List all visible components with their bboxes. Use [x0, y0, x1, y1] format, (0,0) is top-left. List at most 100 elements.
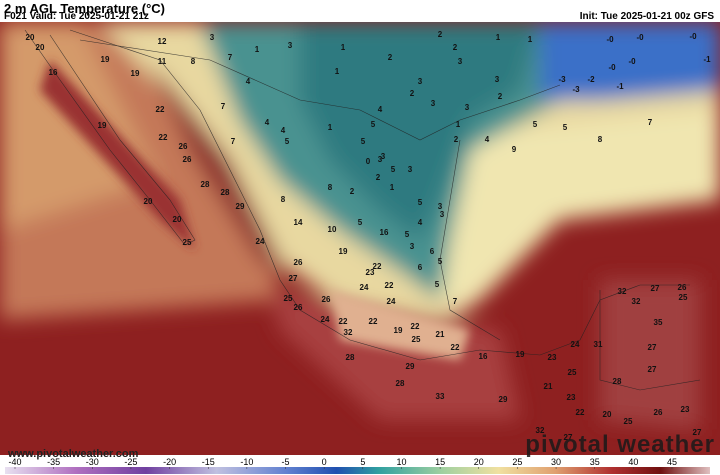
colorbar-tick-label: 30: [551, 457, 561, 467]
temperature-label: 5: [391, 165, 396, 174]
map-field: [0, 22, 720, 455]
temperature-label: 27: [648, 343, 657, 352]
temperature-label: 7: [453, 297, 458, 306]
temperature-label: 2: [453, 43, 458, 52]
temperature-label: 23: [681, 405, 690, 414]
temperature-label: -2: [587, 75, 595, 84]
temperature-label: 22: [369, 317, 378, 326]
temperature-label: 5: [405, 230, 410, 239]
colorbar-tick-label: 40: [628, 457, 638, 467]
temperature-label: 26: [179, 142, 188, 151]
colorbar-ticks: -40 -35 -30 -25 -20 -15 -10 -5 0 5 10 15 20 25 30 35 40 4…: [8, 457, 677, 469]
temperature-label: 5: [418, 198, 423, 207]
temperature-label: 27: [564, 433, 573, 442]
temperature-label: 1: [341, 43, 346, 52]
temperature-label: 23: [567, 393, 576, 402]
temperature-label: 26: [183, 155, 192, 164]
temperature-label: 3: [288, 41, 293, 50]
temperature-label: -0: [608, 63, 616, 72]
temperature-label: 19: [101, 55, 110, 64]
temperature-label: -0: [606, 35, 614, 44]
temperature-label: 2: [454, 135, 459, 144]
temperature-label: 28: [201, 180, 210, 189]
colorbar-tick-label: 0: [322, 457, 327, 467]
temperature-label: 2: [350, 187, 355, 196]
temperature-label: 23: [366, 268, 375, 277]
temperature-label: 25: [624, 417, 633, 426]
temperature-label: 24: [321, 315, 330, 324]
temperature-label: 7: [228, 53, 233, 62]
temperature-label: 5: [438, 257, 443, 266]
temperature-label: 5: [285, 137, 290, 146]
temperature-label: 1: [528, 35, 533, 44]
temperature-label: 33: [436, 392, 445, 401]
temperature-label: 20: [26, 33, 35, 42]
temperature-label: 32: [344, 328, 353, 337]
temperature-label: 22: [339, 317, 348, 326]
temperature-label: 29: [406, 362, 415, 371]
colorbar-tick-label: -30: [86, 457, 99, 467]
temperature-label: -3: [558, 75, 566, 84]
temperature-label: 3: [431, 99, 436, 108]
temperature-label: 27: [651, 284, 660, 293]
temperature-label: 4: [281, 126, 286, 135]
temperature-label: 22: [385, 281, 394, 290]
temperature-label: 20: [603, 410, 612, 419]
temperature-label: -0: [636, 33, 644, 42]
colorbar-tick-label: -15: [202, 457, 215, 467]
temperature-label: 14: [294, 218, 303, 227]
temperature-label: 26: [322, 295, 331, 304]
colorbar-tick-label: -40: [8, 457, 21, 467]
temperature-label: 19: [131, 69, 140, 78]
temperature-label: 1: [390, 183, 395, 192]
temperature-label: 31: [594, 340, 603, 349]
temperature-label: 32: [536, 426, 545, 435]
temperature-label: 20: [144, 197, 153, 206]
temperature-label: 12: [158, 37, 167, 46]
temperature-label: 3: [438, 202, 443, 211]
temperature-label: 3: [210, 33, 215, 42]
valid-time: F021 Valid: Tue 2025-01-21 21z: [4, 11, 149, 22]
temperature-label: 3: [495, 75, 500, 84]
temperature-label: -3: [572, 85, 580, 94]
temperature-label: 28: [221, 188, 230, 197]
temperature-label: 16: [479, 352, 488, 361]
temperature-label: 24: [571, 340, 580, 349]
temperature-label: 27: [693, 428, 702, 437]
temperature-label: 3: [408, 165, 413, 174]
colorbar-tick-label: -10: [240, 457, 253, 467]
temperature-label: 1: [496, 33, 501, 42]
temperature-label: 1: [255, 45, 260, 54]
temperature-label: 28: [346, 353, 355, 362]
temperature-label: 32: [632, 297, 641, 306]
temperature-label: 25: [284, 294, 293, 303]
temperature-label: 2: [388, 53, 393, 62]
temperature-label: 21: [436, 330, 445, 339]
temperature-label: 25: [412, 335, 421, 344]
temperature-label: 0: [366, 157, 371, 166]
colorbar-tick-label: 45: [667, 457, 677, 467]
colorbar-tick-label: 15: [435, 457, 445, 467]
temperature-label: 25: [183, 238, 192, 247]
temperature-label: -0: [628, 57, 636, 66]
temperature-label: 35: [654, 318, 663, 327]
temperature-label: 24: [360, 283, 369, 292]
temperature-label: 28: [396, 379, 405, 388]
temperature-label: 19: [394, 326, 403, 335]
temperature-label: 5: [358, 218, 363, 227]
temperature-label: 10: [328, 225, 337, 234]
temperature-label: 6: [430, 247, 435, 256]
temperature-label: 23: [548, 353, 557, 362]
temperature-label: 24: [387, 297, 396, 306]
footer-brand: pivotal weather: [525, 431, 715, 458]
temperature-label: 6: [418, 263, 423, 272]
temperature-label: 8: [191, 57, 196, 66]
temperature-label: 3: [418, 77, 423, 86]
temperature-label: 20: [36, 43, 45, 52]
temperature-label: 26: [654, 408, 663, 417]
temperature-label: 4: [485, 135, 490, 144]
temperature-label: 16: [380, 228, 389, 237]
temperature-label: 3: [458, 57, 463, 66]
